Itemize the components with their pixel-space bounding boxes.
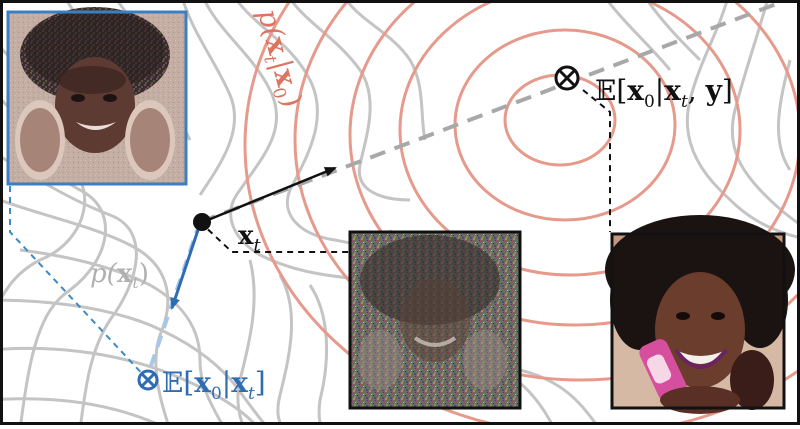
prior-label-x: x (117, 259, 133, 289)
likelihood-label-x0-sub: 0 (268, 86, 290, 102)
posterior-label-close: ] (722, 74, 733, 107)
black-arrow (202, 166, 337, 224)
posterior-label-comma: , (688, 74, 706, 107)
xt-label-sub: t (254, 235, 262, 256)
posterior-label-xt: x (664, 74, 681, 107)
clean-image-x0 (605, 215, 795, 414)
denoiser-label-x0: x (194, 366, 211, 399)
blue-arrow (170, 223, 202, 310)
xt-connector (199, 221, 350, 253)
posterior-direction-line (199, 0, 793, 224)
noisy-image-xt (348, 230, 522, 410)
denoiser-label-open: 𝔼[ (162, 366, 194, 399)
prior-label-p: p( (90, 259, 118, 289)
denoised-estimate-image (6, 7, 188, 186)
current-point (193, 213, 211, 231)
denoiser-estimate-label: 𝔼[x0|xt] (162, 366, 266, 404)
posterior-label-y: y (705, 74, 723, 107)
xt-label-x: x (238, 221, 254, 251)
posterior-label-bar: | (655, 74, 664, 107)
xt-label: xt (238, 221, 262, 256)
denoiser-label-xt: x (231, 366, 248, 399)
prior-label: p(xt) (90, 259, 149, 292)
likelihood-label-sub: t (259, 54, 280, 66)
posterior-label-open: 𝔼[ (595, 74, 627, 107)
blue-guide-line (9, 186, 149, 381)
prior-label-sub: t (132, 273, 139, 292)
denoiser-label-bar: | (222, 366, 231, 399)
denoiser-marker-icon (137, 369, 159, 391)
denoiser-label-xt-sub: t (248, 384, 255, 404)
likelihood-label: p(xt|x0) (247, 5, 309, 111)
denoiser-label-x0-sub: 0 (211, 384, 222, 404)
posterior-label-xt-sub: t (681, 92, 688, 112)
denoiser-label-close: ] (255, 366, 266, 399)
posterior-estimate-label: 𝔼[x0|xt, y] (595, 74, 733, 112)
estimate-connector (582, 89, 611, 232)
posterior-marker-icon (554, 65, 580, 91)
posterior-label-x0: x (627, 74, 644, 107)
prior-label-close: ) (139, 259, 149, 289)
posterior-label-x0-sub: 0 (644, 92, 655, 112)
